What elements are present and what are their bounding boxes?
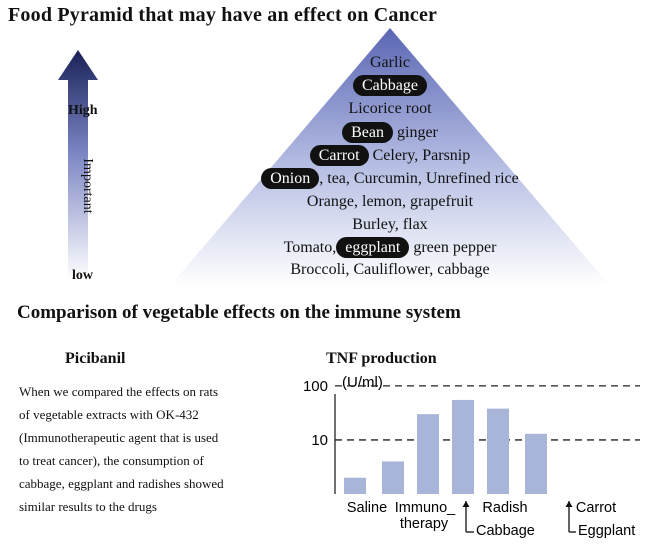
- bar-radish: [452, 399, 474, 494]
- highlighted-food: Onion: [261, 168, 320, 189]
- importance-arrow: [58, 50, 98, 280]
- pyramid-row: Garlic: [170, 52, 610, 74]
- picibanil-description: When we compared the effects on rats of v…: [19, 380, 269, 518]
- description-line: of vegetable extracts with OK-432: [19, 407, 199, 422]
- description-line: (Immunotherapeutic agent that is used: [19, 430, 219, 445]
- food-text: Celery, Parsnip: [368, 147, 471, 164]
- x-tick-label: Eggplant: [578, 523, 635, 539]
- description-line: to treat cancer), the consumption of: [19, 453, 204, 468]
- description-line: When we compared the effects on rats: [19, 384, 219, 399]
- pyramid-row: Broccoli, Cauliflower, cabbage: [170, 259, 610, 281]
- highlighted-food: Bean: [342, 122, 393, 143]
- x-tick-label: Immuno_: [395, 500, 456, 516]
- food-text: , tea, Curcumin, Unrefined rice: [319, 170, 519, 187]
- x-tick-label: Radish: [482, 500, 527, 516]
- cabbage-pointer-arrowhead: [462, 501, 470, 507]
- food-text: ginger: [393, 124, 438, 141]
- bar-carrot: [525, 433, 547, 494]
- y-tick-label: 100: [303, 378, 328, 395]
- food-text: Tomato,: [283, 239, 337, 256]
- highlighted-food: Carrot: [309, 145, 369, 166]
- arrow-high-label: High: [68, 103, 98, 118]
- picibanil-title: Picibanil: [65, 350, 126, 367]
- bar-saline: [344, 477, 366, 494]
- bar-eggplant: [487, 408, 509, 494]
- pyramid-row: Orange, lemon, grapefruit: [170, 191, 610, 213]
- page-title: Food Pyramid that may have an effect on …: [8, 4, 438, 26]
- x-tick-label: Cabbage: [476, 523, 535, 539]
- pyramid-row: Licorice root: [170, 98, 610, 120]
- arrow-important-label: Important: [80, 158, 95, 214]
- y-axis-label: (U/ml): [342, 374, 383, 391]
- description-line: cabbage, eggplant and radishes showed: [19, 476, 224, 491]
- section-title: Comparison of vegetable effects on the i…: [17, 302, 461, 323]
- food-text: Orange, lemon, grapefruit: [306, 193, 474, 210]
- x-tick-label: therapy: [400, 516, 449, 532]
- food-text: Broccoli, Cauliflower, cabbage: [290, 261, 490, 278]
- food-text: Garlic: [370, 54, 410, 71]
- bar-immunotherapy: [382, 461, 404, 494]
- x-tick-label: Saline: [347, 500, 387, 516]
- pyramid-row: Carrot Celery, Parsnip: [170, 145, 610, 167]
- highlighted-food: eggplant: [336, 237, 410, 258]
- pyramid-row: Cabbage: [170, 75, 610, 97]
- bar-cabbage: [417, 414, 439, 494]
- food-pyramid-shape: [170, 28, 610, 286]
- pyramid-row: Onion, tea, Curcumin, Unrefined rice: [170, 168, 610, 190]
- food-text: Licorice root: [348, 100, 432, 117]
- tnf-bar-chart: (U/ml) 100 10 Saline Immuno_therapy Radish Car…: [303, 374, 640, 539]
- x-tick-label: Carrot: [576, 500, 616, 516]
- arrow-low-label: low: [72, 268, 93, 283]
- description-line: similar results to the drugs: [19, 499, 157, 514]
- chart-title: TNF production: [326, 350, 437, 367]
- eggplant-pointer-arrowhead: [565, 501, 573, 507]
- y-tick-label: 10: [311, 432, 328, 449]
- food-text: Burley, flax: [352, 216, 428, 233]
- food-text: green pepper: [409, 239, 497, 256]
- pyramid-row: Burley, flax: [170, 214, 610, 236]
- highlighted-food: Cabbage: [353, 75, 427, 96]
- pyramid-row: Bean ginger: [170, 122, 610, 144]
- pyramid-row: Tomato, eggplant green pepper: [170, 237, 610, 259]
